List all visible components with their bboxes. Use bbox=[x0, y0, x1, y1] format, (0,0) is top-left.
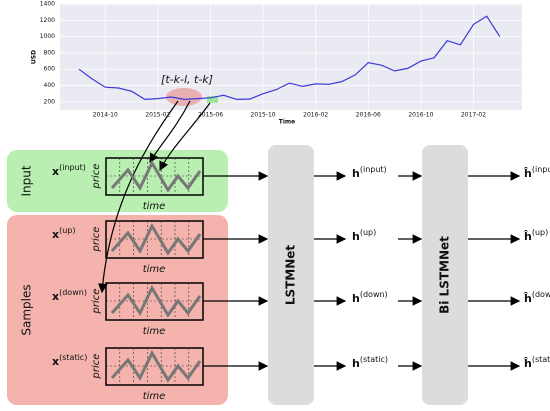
variable: x bbox=[52, 290, 59, 303]
axis-label: time bbox=[143, 326, 166, 337]
variable-label: ĥ(down) bbox=[523, 290, 550, 306]
variable-label: x(up) bbox=[52, 226, 76, 242]
variable-label: ĥ(input) bbox=[523, 165, 550, 181]
axis-label: price bbox=[91, 289, 102, 315]
axis-label: price bbox=[91, 354, 102, 380]
variable-superscript: (static) bbox=[532, 355, 550, 364]
axis-label: time bbox=[143, 264, 166, 275]
variable-superscript: (static) bbox=[59, 353, 87, 362]
x-tick-label: 2016-02 bbox=[303, 112, 328, 119]
mini-line bbox=[110, 284, 202, 318]
variable-label: x(down) bbox=[52, 288, 87, 304]
variable-label: h(input) bbox=[352, 165, 387, 181]
x-tick-label: 2016-10 bbox=[408, 112, 433, 119]
module-box bbox=[422, 145, 468, 405]
y-tick-label: 1400 bbox=[40, 1, 55, 8]
y-tick-label: 800 bbox=[44, 49, 56, 56]
variable-superscript: (up) bbox=[360, 228, 376, 237]
y-tick-label: 1200 bbox=[40, 17, 55, 24]
price-line bbox=[78, 15, 501, 101]
variable: x bbox=[52, 165, 59, 178]
variable: ĥ bbox=[523, 167, 532, 180]
annotation: [t-k-l, t-k] bbox=[161, 73, 213, 86]
y-tick-label: 1000 bbox=[40, 33, 55, 40]
axis-label: price bbox=[91, 227, 102, 253]
variable: x bbox=[52, 355, 59, 368]
x-tick-label: 2015-10 bbox=[251, 112, 276, 119]
variable-superscript: (input) bbox=[360, 165, 387, 174]
x-tick-label: 2015-06 bbox=[198, 112, 223, 119]
x-tick-label: 2014-10 bbox=[93, 112, 118, 119]
variable: x bbox=[52, 228, 59, 241]
variable-label: h(static) bbox=[352, 355, 388, 371]
x-tick-label: 2015-02 bbox=[145, 112, 170, 119]
x-axis-label: Time bbox=[279, 119, 295, 126]
mini-line bbox=[110, 349, 202, 383]
variable-label: ĥ(static) bbox=[523, 355, 550, 371]
variable-superscript: (down) bbox=[532, 290, 550, 299]
variable: h bbox=[352, 230, 360, 243]
rows: x(input)pricetimeh(input)ĥ(input)x(up)pr… bbox=[52, 157, 550, 402]
axis-label: time bbox=[143, 391, 166, 402]
variable-superscript: (up) bbox=[59, 226, 75, 235]
module-label: Bi LSTMNet bbox=[438, 236, 452, 314]
variable: ĥ bbox=[523, 292, 532, 305]
price-chart: 200 400 600 800 1000 1200 1400 2014-10 2015-02 20… bbox=[31, 1, 522, 294]
variable: h bbox=[352, 292, 360, 305]
module-box bbox=[268, 145, 314, 405]
y-tick-label: 600 bbox=[44, 66, 56, 73]
plot-area bbox=[60, 4, 522, 110]
variable: h bbox=[352, 357, 360, 370]
variable-superscript: (input) bbox=[532, 165, 550, 174]
variable-superscript: (up) bbox=[532, 228, 548, 237]
variable-superscript: (down) bbox=[59, 288, 87, 297]
highlight bbox=[207, 96, 218, 103]
module-label: LSTMNet bbox=[284, 245, 298, 306]
group-label: Samples bbox=[20, 284, 34, 335]
variable-superscript: (static) bbox=[360, 355, 388, 364]
variable: ĥ bbox=[523, 230, 532, 243]
x-tick-label: 2017-02 bbox=[461, 112, 486, 119]
axis-label: time bbox=[143, 201, 166, 212]
y-tick-label: 400 bbox=[44, 82, 56, 89]
variable-label: x(input) bbox=[52, 163, 86, 179]
samples-group bbox=[7, 215, 228, 405]
variable-label: h(up) bbox=[352, 228, 376, 244]
variable-label: x(static) bbox=[52, 353, 87, 369]
variable-superscript: (down) bbox=[360, 290, 388, 299]
axis-label: price bbox=[91, 164, 102, 190]
variable: h bbox=[352, 167, 360, 180]
variable-label: h(down) bbox=[352, 290, 388, 306]
group-label: Input bbox=[20, 165, 34, 196]
x-tick-label: 2016-06 bbox=[356, 112, 381, 119]
variable-superscript: (input) bbox=[59, 163, 86, 172]
connector bbox=[159, 102, 211, 172]
y-axis-label: USD bbox=[31, 50, 38, 64]
mini-line bbox=[110, 159, 202, 193]
variable-label: ĥ(up) bbox=[523, 228, 548, 244]
highlight bbox=[166, 88, 202, 106]
variable: ĥ bbox=[523, 357, 532, 370]
y-tick-label: 200 bbox=[44, 98, 56, 105]
mini-line bbox=[110, 222, 202, 256]
